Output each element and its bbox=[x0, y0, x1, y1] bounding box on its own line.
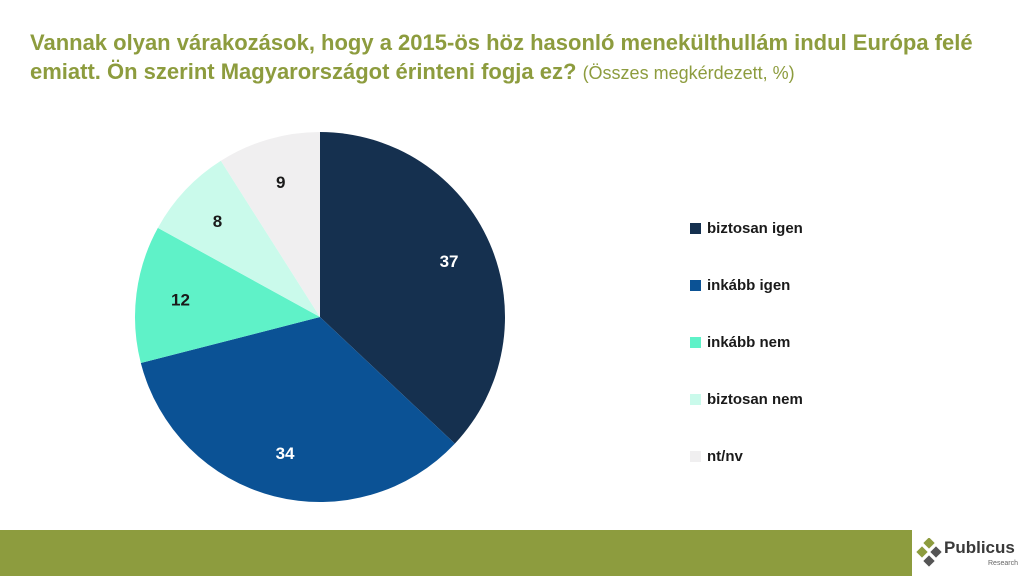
legend-label: inkább nem bbox=[707, 334, 791, 351]
data-label-5: 9 bbox=[276, 173, 285, 192]
legend-item-2: inkább igen bbox=[690, 257, 803, 314]
pie-slice-2 bbox=[140, 317, 455, 502]
legend-item-4: biztosan nem bbox=[690, 371, 803, 428]
chart-legend: biztosan igen inkább igen inkább nem biztos… bbox=[690, 200, 803, 485]
chart-subtitle: (Összes megkérdezett, %) bbox=[582, 63, 795, 83]
pie-slice-1 bbox=[320, 132, 505, 444]
legend-swatch bbox=[690, 394, 701, 405]
legend-swatch bbox=[690, 451, 701, 462]
data-label-1: 37 bbox=[440, 252, 459, 271]
data-label-3: 12 bbox=[171, 290, 190, 309]
logo-name: Publicus bbox=[944, 538, 1015, 557]
legend-label: nt/nv bbox=[707, 448, 743, 465]
data-label-4: 8 bbox=[213, 212, 222, 231]
logo-sub: Research bbox=[988, 560, 1018, 567]
chart-title-main: Vannak olyan várakozások, hogy a 2015-ös… bbox=[30, 30, 973, 84]
legend-swatch bbox=[690, 223, 701, 234]
legend-item-1: biztosan igen bbox=[690, 200, 803, 257]
legend-label: biztosan nem bbox=[707, 391, 803, 408]
legend-item-5: nt/nv bbox=[690, 428, 803, 485]
publicus-logo: Publicus Research bbox=[916, 536, 1021, 572]
legend-swatch bbox=[690, 337, 701, 348]
legend-swatch bbox=[690, 280, 701, 291]
footer-bar bbox=[0, 530, 912, 576]
legend-label: inkább igen bbox=[707, 277, 791, 294]
legend-item-3: inkább nem bbox=[690, 314, 803, 371]
legend-label: biztosan igen bbox=[707, 220, 803, 237]
pie-slice-4 bbox=[157, 160, 320, 317]
pie-slice-3 bbox=[135, 227, 320, 364]
diamond-cluster-icon bbox=[916, 538, 942, 567]
chart-title: Vannak olyan várakozások, hogy a 2015-ös… bbox=[30, 28, 990, 88]
data-label-2: 34 bbox=[276, 444, 295, 463]
pie-slice-5 bbox=[220, 132, 320, 317]
